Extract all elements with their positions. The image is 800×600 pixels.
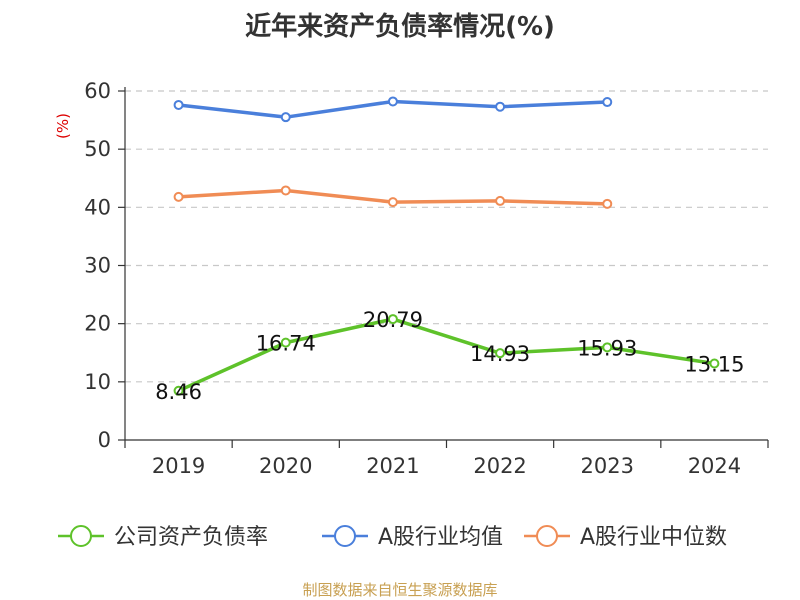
chart-title: 近年来资产负债率情况(%) — [245, 12, 555, 42]
y-tick-label: 20 — [84, 312, 111, 336]
data-source-note: 制图数据来自恒生聚源数据库 — [302, 581, 498, 599]
data-point — [709, 358, 720, 369]
series-group — [173, 96, 720, 396]
y-tick-label: 10 — [84, 370, 111, 394]
legend-label: A股行业均值 — [378, 525, 503, 550]
legend-marker — [536, 525, 558, 547]
data-point — [602, 342, 613, 353]
legend-label: A股行业中位数 — [580, 525, 727, 550]
grid-lines — [125, 90, 768, 383]
data-label: 14.93 — [470, 342, 530, 366]
x-tick-label: 2019 — [152, 454, 205, 478]
y-tick-label: 50 — [84, 137, 111, 161]
y-tick-label: 30 — [84, 254, 111, 278]
legend: 公司资产负债率 A股行业均值 A股行业中位数 — [58, 525, 727, 550]
data-point — [387, 314, 398, 325]
data-label: 16.74 — [256, 332, 316, 356]
data-point — [173, 385, 184, 396]
data-point — [173, 99, 184, 110]
data-point — [602, 198, 613, 209]
x-tick-label: 2022 — [473, 454, 526, 478]
data-label: 20.79 — [363, 308, 423, 332]
y-tick-label: 40 — [84, 195, 111, 219]
legend-marker — [334, 525, 356, 547]
y-axis-label: (%) — [54, 113, 72, 139]
data-labels: 8.46 16.74 20.79 14.93 15.93 13.15 — [155, 308, 744, 404]
data-label: 15.93 — [577, 336, 637, 360]
axes — [118, 87, 769, 448]
legend-label: 公司资产负债率 — [114, 525, 268, 550]
series-line — [177, 317, 715, 393]
data-point — [495, 348, 506, 359]
y-tick-labels: 0 10 20 30 40 50 60 — [84, 79, 111, 452]
data-point — [280, 185, 291, 196]
y-tick-label: 60 — [84, 79, 111, 103]
x-tick-label: 2024 — [688, 454, 741, 478]
x-tick-label: 2021 — [366, 454, 419, 478]
data-point — [495, 195, 506, 206]
x-tick-label: 2023 — [581, 454, 634, 478]
legend-marker — [70, 525, 92, 547]
data-point — [280, 112, 291, 123]
y-tick-label: 0 — [98, 428, 111, 452]
data-point — [495, 101, 506, 112]
data-label: 8.46 — [155, 380, 202, 404]
data-point — [387, 197, 398, 208]
x-tick-labels: 2019 2020 2021 2022 2023 2024 — [152, 454, 741, 478]
data-point — [602, 97, 613, 108]
data-point — [173, 191, 184, 202]
data-label: 13.15 — [684, 353, 744, 377]
data-point — [387, 96, 398, 107]
data-point — [280, 337, 291, 348]
x-tick-label: 2020 — [259, 454, 312, 478]
